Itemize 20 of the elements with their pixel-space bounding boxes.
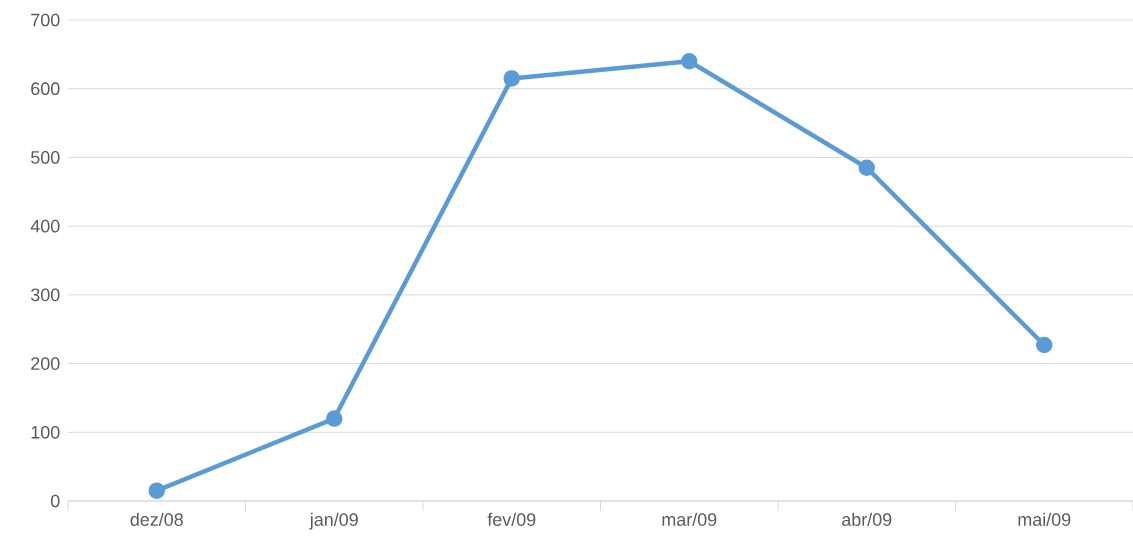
x-tick-label: dez/08: [130, 512, 183, 526]
x-tick-label: mar/09: [662, 512, 717, 526]
x-tick-label: jan/09: [309, 512, 358, 530]
x-tick-label: fev/09: [487, 512, 536, 526]
point: [326, 410, 343, 427]
point: [680, 52, 698, 70]
y-tick-label: 400: [30, 219, 60, 233]
point: [1035, 336, 1053, 354]
point: [148, 482, 165, 499]
y-tick-label: 0: [50, 494, 60, 508]
x-tick-label: abr/09: [842, 512, 892, 526]
y-tick-label: 500: [31, 151, 60, 164]
y-tick-label: 100: [31, 425, 60, 439]
y-tick-label: 600: [31, 82, 60, 96]
y-tick-label: 200: [31, 357, 60, 370]
point: [858, 159, 875, 176]
point: [503, 70, 520, 87]
x-tick-label: mai/09: [1018, 512, 1071, 526]
y-tick-label: 300: [30, 288, 60, 302]
y-tick-label: 700: [31, 13, 60, 27]
